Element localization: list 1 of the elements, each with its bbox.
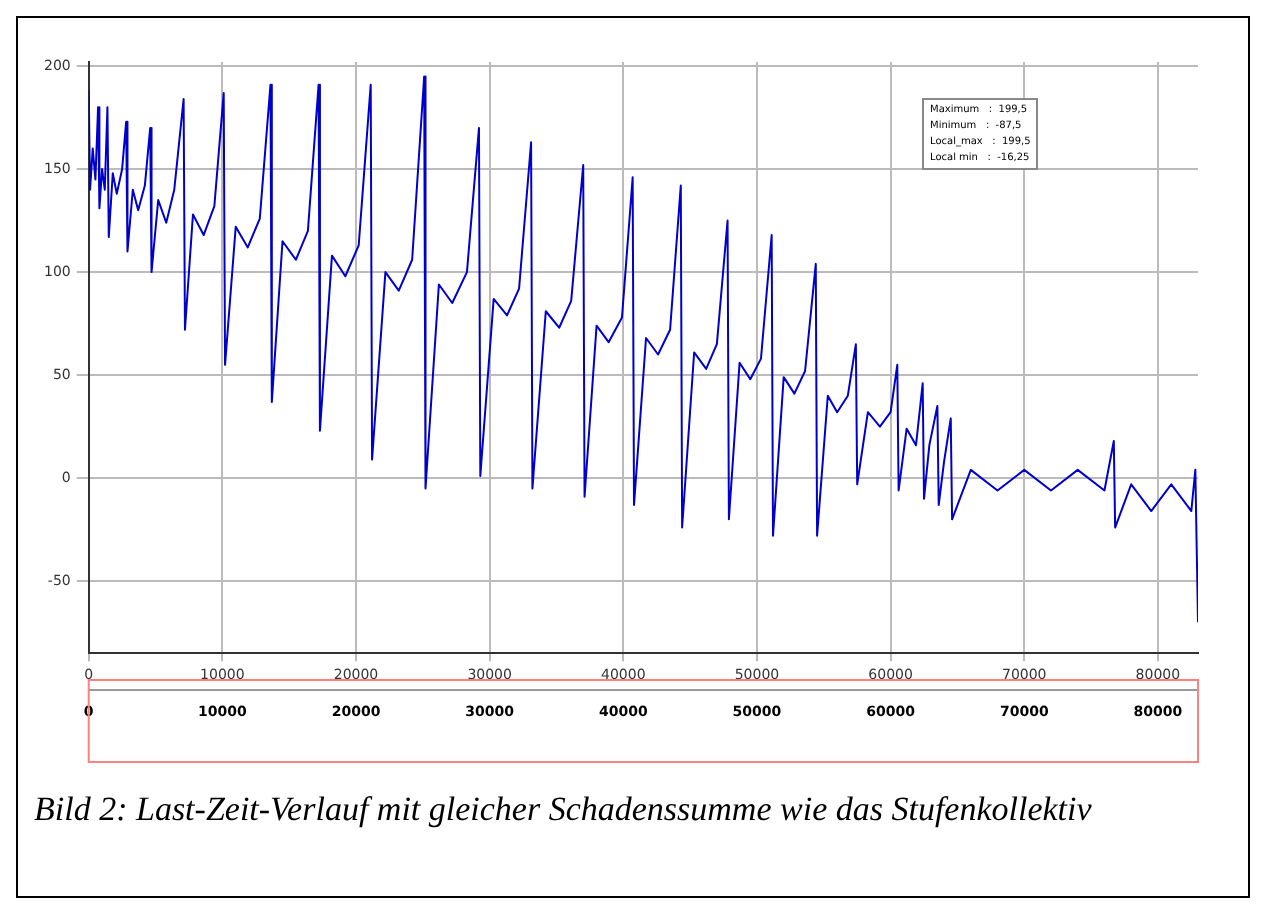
text: Bild 2: Last-Zeit-Verlauf mit gleicher Schadenssumme wie das Stufenkollektiv <box>34 788 1094 830</box>
